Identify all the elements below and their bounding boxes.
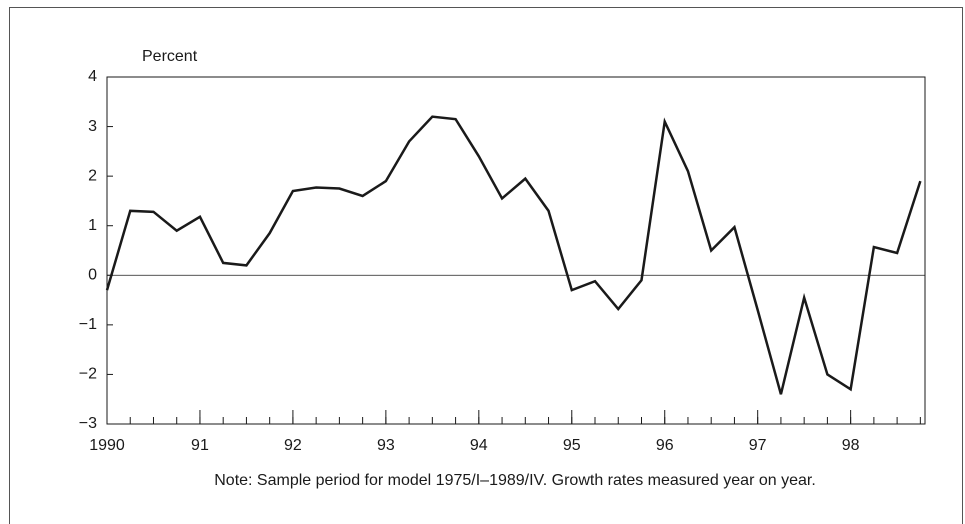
x-tick-label: 98 [842, 437, 860, 454]
x-tick-label: 94 [470, 437, 488, 454]
note: Note: Sample period for model 1975/I–198… [214, 472, 816, 489]
x-tick-label: 95 [563, 437, 581, 454]
x-tick-label: 92 [284, 437, 302, 454]
frame [9, 7, 963, 524]
y-tick-label: 1 [88, 217, 97, 234]
x-tick-label: 96 [656, 437, 674, 454]
plot-area [106, 76, 926, 425]
data-line [105, 115, 922, 395]
y-tick-label: 3 [88, 118, 97, 135]
y-tick-label: −2 [79, 366, 97, 383]
x-tick-label: 97 [749, 437, 767, 454]
y-axis-label: Percent [142, 48, 198, 65]
x-tick-label: 91 [191, 437, 209, 454]
y-tick-label: 2 [88, 167, 97, 184]
y-tick-label: 4 [88, 68, 97, 85]
x-tick-label: 1990 [89, 437, 125, 454]
y-tick-label: 0 [88, 267, 97, 284]
y-tick-label: −3 [79, 415, 97, 432]
y-tick-label: −1 [79, 316, 97, 333]
x-tick-label: 93 [377, 437, 395, 454]
